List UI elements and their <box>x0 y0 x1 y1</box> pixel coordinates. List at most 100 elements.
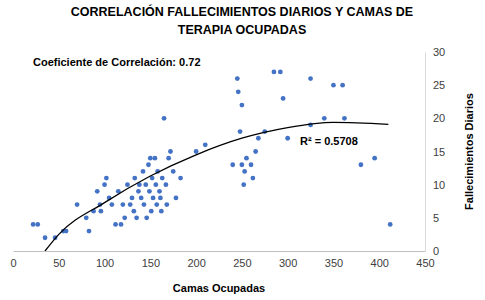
point <box>149 209 154 214</box>
x-axis: 050100150200250300350400450 <box>10 251 434 269</box>
x-tick: 300 <box>279 251 297 269</box>
point <box>239 103 244 108</box>
point <box>372 156 377 161</box>
point <box>153 182 158 187</box>
x-tick: 250 <box>233 251 251 269</box>
x-tick-label: 400 <box>371 257 389 269</box>
x-tick: 100 <box>96 251 114 269</box>
point <box>122 215 127 220</box>
point <box>130 196 135 201</box>
point <box>134 215 139 220</box>
point <box>272 70 277 75</box>
x-tick: 450 <box>416 251 434 269</box>
point <box>141 169 146 174</box>
annotation: R² = 0.5708 <box>300 135 358 147</box>
point <box>139 196 144 201</box>
point <box>158 196 163 201</box>
point <box>104 176 109 181</box>
point <box>178 176 183 181</box>
point <box>194 149 199 154</box>
point <box>132 176 137 181</box>
point <box>322 116 327 121</box>
point <box>113 222 118 227</box>
x-tick-label: 100 <box>96 257 114 269</box>
point <box>142 202 147 207</box>
y-tick-label: 0 <box>433 245 439 257</box>
x-tick-label: 350 <box>325 257 343 269</box>
point <box>281 96 286 101</box>
point <box>278 70 283 75</box>
point <box>340 83 345 88</box>
point <box>359 162 364 167</box>
point <box>109 202 114 207</box>
x-tick: 0 <box>10 251 16 269</box>
point <box>151 196 156 201</box>
point <box>153 156 158 161</box>
x-tick-label: 250 <box>233 257 251 269</box>
y-tick: 0 <box>425 245 439 257</box>
point <box>119 222 124 227</box>
point <box>125 182 130 187</box>
y-tick-label: 30 <box>433 46 445 58</box>
point <box>154 202 159 207</box>
y-axis-line <box>425 53 426 252</box>
point <box>95 189 100 194</box>
chart: 050100150200250300350400450051015202530C… <box>0 0 485 300</box>
y-tick: 5 <box>425 212 439 224</box>
x-tick-label: 50 <box>53 257 65 269</box>
point <box>164 202 169 207</box>
point <box>238 129 243 134</box>
x-axis-line <box>14 251 426 252</box>
plot-area: 050100150200250300350400450051015202530 <box>10 46 445 269</box>
point <box>242 169 247 174</box>
y-tick-label: 10 <box>433 179 445 191</box>
y-tick: 15 <box>425 146 445 158</box>
point <box>31 222 36 227</box>
point <box>241 182 246 187</box>
point <box>203 142 208 147</box>
point <box>174 196 179 201</box>
x-tick: 350 <box>325 251 343 269</box>
point <box>136 189 141 194</box>
point <box>75 202 80 207</box>
point <box>256 136 261 141</box>
y-tick: 30 <box>425 46 445 58</box>
point <box>102 182 107 187</box>
x-tick-label: 300 <box>279 257 297 269</box>
point <box>120 202 125 207</box>
trend-line <box>45 122 388 251</box>
point <box>35 222 40 227</box>
y-tick-label: 15 <box>433 146 445 158</box>
point <box>250 176 255 181</box>
point <box>98 209 103 214</box>
marks <box>31 70 393 252</box>
title: TERAPIA OCUPADAS <box>178 23 306 37</box>
x-tick: 50 <box>53 251 65 269</box>
title: CORRELACIÓN FALLECIMIENTOS DIARIOS Y CAM… <box>71 4 413 19</box>
point <box>147 189 152 194</box>
y-tick-label: 5 <box>433 212 439 224</box>
point <box>144 215 149 220</box>
y-tick: 10 <box>425 179 445 191</box>
point <box>285 136 290 141</box>
point <box>168 149 173 154</box>
y-axis: 051015202530 <box>425 46 445 257</box>
x-tick: 200 <box>187 251 205 269</box>
y-tick: 20 <box>425 112 445 124</box>
x-tick: 400 <box>371 251 389 269</box>
point <box>163 182 168 187</box>
point <box>239 162 244 167</box>
annotation: Coeficiente de Correlación: 0.72 <box>33 56 201 68</box>
point <box>157 189 162 194</box>
point <box>87 229 92 234</box>
point <box>253 149 258 154</box>
point <box>342 116 347 121</box>
point <box>230 162 235 167</box>
point <box>148 156 153 161</box>
x-tick-label: 200 <box>187 257 205 269</box>
point <box>166 156 171 161</box>
x-axis-title: Camas Ocupadas <box>173 282 265 294</box>
point <box>236 89 241 94</box>
point <box>160 176 165 181</box>
point <box>146 162 151 167</box>
